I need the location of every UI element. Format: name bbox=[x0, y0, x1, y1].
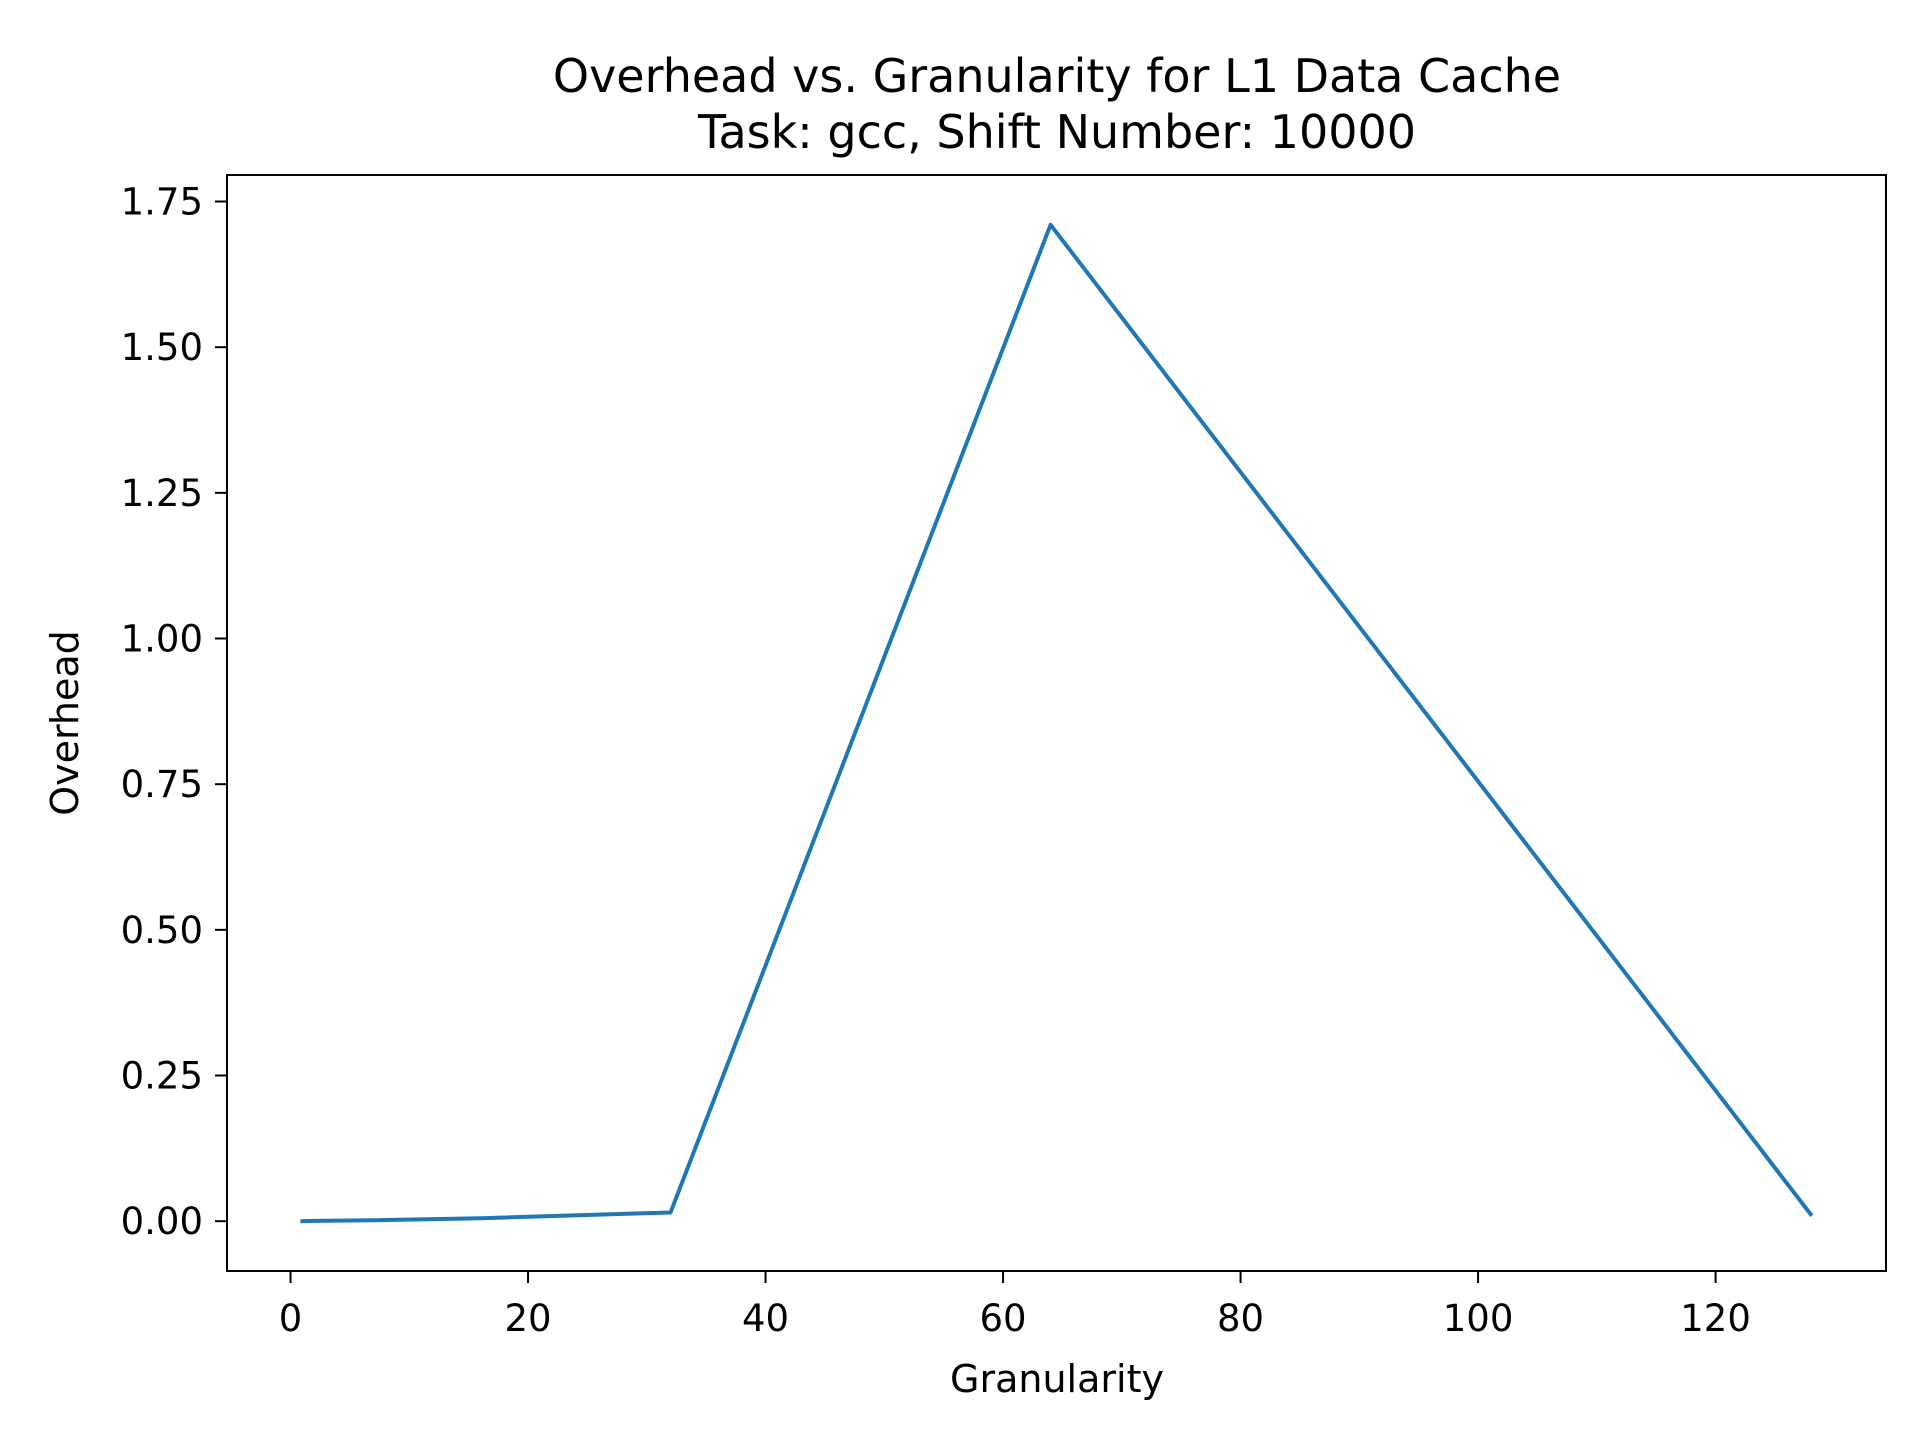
y-tick-label: 1.00 bbox=[121, 618, 203, 661]
x-tick-label: 100 bbox=[1443, 1297, 1514, 1340]
y-tick-label: 1.75 bbox=[121, 181, 203, 224]
chart-subtitle: Task: gcc, Shift Number: 10000 bbox=[697, 105, 1416, 159]
y-axis-label: Overhead bbox=[43, 630, 87, 816]
y-tick-label: 0.75 bbox=[121, 763, 203, 806]
y-tick-label: 0.00 bbox=[121, 1200, 203, 1243]
y-tick-label: 1.50 bbox=[121, 326, 203, 369]
x-tick-label: 120 bbox=[1680, 1297, 1751, 1340]
plot-area bbox=[227, 175, 1886, 1271]
x-tick-label: 20 bbox=[504, 1297, 551, 1340]
plot-background bbox=[227, 175, 1886, 1271]
y-tick-label: 0.50 bbox=[121, 909, 203, 952]
x-tick-label: 60 bbox=[980, 1297, 1027, 1340]
chart-title: Overhead vs. Granularity for L1 Data Cac… bbox=[553, 49, 1561, 103]
x-axis: 0 20 40 60 80 100 120 bbox=[279, 1271, 1751, 1340]
x-tick-label: 80 bbox=[1217, 1297, 1264, 1340]
x-axis-label: Granularity bbox=[950, 1357, 1164, 1401]
plot-frame bbox=[226, 174, 1887, 1272]
series-line bbox=[300, 222, 1814, 1224]
x-tick-label: 0 bbox=[279, 1297, 303, 1340]
y-axis: 0.00 0.25 0.50 0.75 1.00 1.25 1.50 1.75 bbox=[121, 181, 227, 1243]
y-tick-label: 1.25 bbox=[121, 472, 203, 515]
y-tick-label: 0.25 bbox=[121, 1055, 203, 1098]
x-tick-label: 40 bbox=[742, 1297, 789, 1340]
series-layer bbox=[300, 222, 1814, 1224]
